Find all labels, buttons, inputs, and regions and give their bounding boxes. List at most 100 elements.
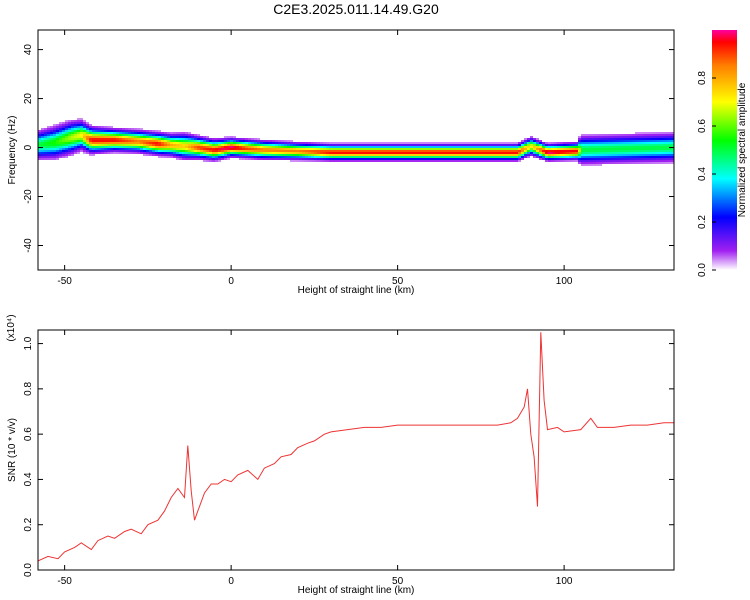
heatmap-cell <box>554 144 557 146</box>
heatmap-cell <box>281 146 284 148</box>
heatmap-cell <box>449 158 452 160</box>
heatmap-cell <box>353 158 356 160</box>
heatmap-cell <box>383 154 386 156</box>
heatmap-cell <box>620 162 623 164</box>
heatmap-cell <box>239 148 242 150</box>
heatmap-cell <box>398 154 401 156</box>
heatmap-cell <box>275 148 278 150</box>
heatmap-cell <box>158 152 161 154</box>
heatmap-cell <box>74 122 77 124</box>
heatmap-cell <box>620 146 623 148</box>
heatmap-cell <box>242 154 245 156</box>
heatmap-cell <box>425 156 428 158</box>
heatmap-cell <box>281 148 284 150</box>
heatmap-cell <box>386 160 389 162</box>
heatmap-cell <box>332 160 335 162</box>
heatmap-cell <box>506 146 509 148</box>
heatmap-cell <box>401 150 404 152</box>
heatmap-cell <box>497 158 500 160</box>
heatmap-cell <box>50 142 53 144</box>
heatmap-cell <box>470 160 473 162</box>
heatmap-cell <box>194 134 197 136</box>
heatmap-cell <box>593 162 596 164</box>
heatmap-cell <box>158 156 161 158</box>
heatmap-cell <box>116 144 119 146</box>
heatmap-cell <box>461 160 464 162</box>
heatmap-cell <box>449 146 452 148</box>
heatmap-cell <box>395 144 398 146</box>
heatmap-cell <box>323 146 326 148</box>
heatmap-cell <box>398 160 401 162</box>
heatmap-cell <box>137 130 140 132</box>
heatmap-cell <box>326 150 329 152</box>
heatmap-cell <box>521 154 524 156</box>
heatmap-cell <box>593 160 596 162</box>
heatmap-cell <box>137 148 140 150</box>
heatmap-cell <box>638 132 641 134</box>
heatmap-cell <box>644 160 647 162</box>
heatmap-cell <box>116 146 119 148</box>
heatmap-cell <box>251 146 254 148</box>
heatmap-cell <box>626 152 629 154</box>
x-tick-label: -50 <box>57 276 72 287</box>
heatmap-cell <box>611 138 614 140</box>
heatmap-cell <box>449 154 452 156</box>
heatmap-cell <box>611 150 614 152</box>
heatmap-cell <box>80 124 83 126</box>
heatmap-cell <box>68 142 71 144</box>
heatmap-cell <box>50 140 53 142</box>
heatmap-cell <box>173 142 176 144</box>
heatmap-cell <box>140 138 143 140</box>
heatmap-cell <box>437 150 440 152</box>
heatmap-cell <box>230 152 233 154</box>
spectrogram-heatmap <box>38 118 674 166</box>
heatmap-cell <box>80 150 83 152</box>
heatmap-cell <box>401 142 404 144</box>
heatmap-cell <box>155 146 158 148</box>
heatmap-cell <box>71 150 74 152</box>
heatmap-cell <box>284 156 287 158</box>
heatmap-cell <box>290 146 293 148</box>
heatmap-cell <box>110 132 113 134</box>
heatmap-cell <box>638 156 641 158</box>
heatmap-cell <box>527 142 530 144</box>
heatmap-cell <box>56 128 59 130</box>
heatmap-cell <box>188 156 191 158</box>
heatmap-cell <box>671 146 674 148</box>
heatmap-cell <box>59 150 62 152</box>
heatmap-cell <box>539 146 542 148</box>
heatmap-cell <box>182 142 185 144</box>
heatmap-cell <box>386 148 389 150</box>
heatmap-cell <box>191 140 194 142</box>
heatmap-cell <box>656 142 659 144</box>
heatmap-cell <box>278 142 281 144</box>
heatmap-cell <box>131 132 134 134</box>
heatmap-cell <box>563 154 566 156</box>
heatmap-cell <box>356 142 359 144</box>
heatmap-cell <box>119 152 122 154</box>
heatmap-cell <box>122 148 125 150</box>
heatmap-cell <box>182 150 185 152</box>
heatmap-cell <box>611 162 614 164</box>
heatmap-cell <box>341 148 344 150</box>
heatmap-cell <box>302 144 305 146</box>
heatmap-cell <box>593 158 596 160</box>
heatmap-cell <box>161 142 164 144</box>
heatmap-cell <box>146 130 149 132</box>
heatmap-cell <box>422 152 425 154</box>
heatmap-cell <box>128 134 131 136</box>
heatmap-cell <box>293 148 296 150</box>
heatmap-cell <box>116 150 119 152</box>
heatmap-cell <box>218 144 221 146</box>
heatmap-cell <box>233 154 236 156</box>
heatmap-cell <box>242 158 245 160</box>
heatmap-cell <box>62 122 65 124</box>
heatmap-cell <box>500 146 503 148</box>
heatmap-cell <box>74 134 77 136</box>
heatmap-cell <box>284 148 287 150</box>
heatmap-cell <box>125 146 128 148</box>
heatmap-cell <box>629 146 632 148</box>
heatmap-cell <box>293 158 296 160</box>
x-tick-label: -50 <box>57 576 72 587</box>
heatmap-cell <box>605 158 608 160</box>
